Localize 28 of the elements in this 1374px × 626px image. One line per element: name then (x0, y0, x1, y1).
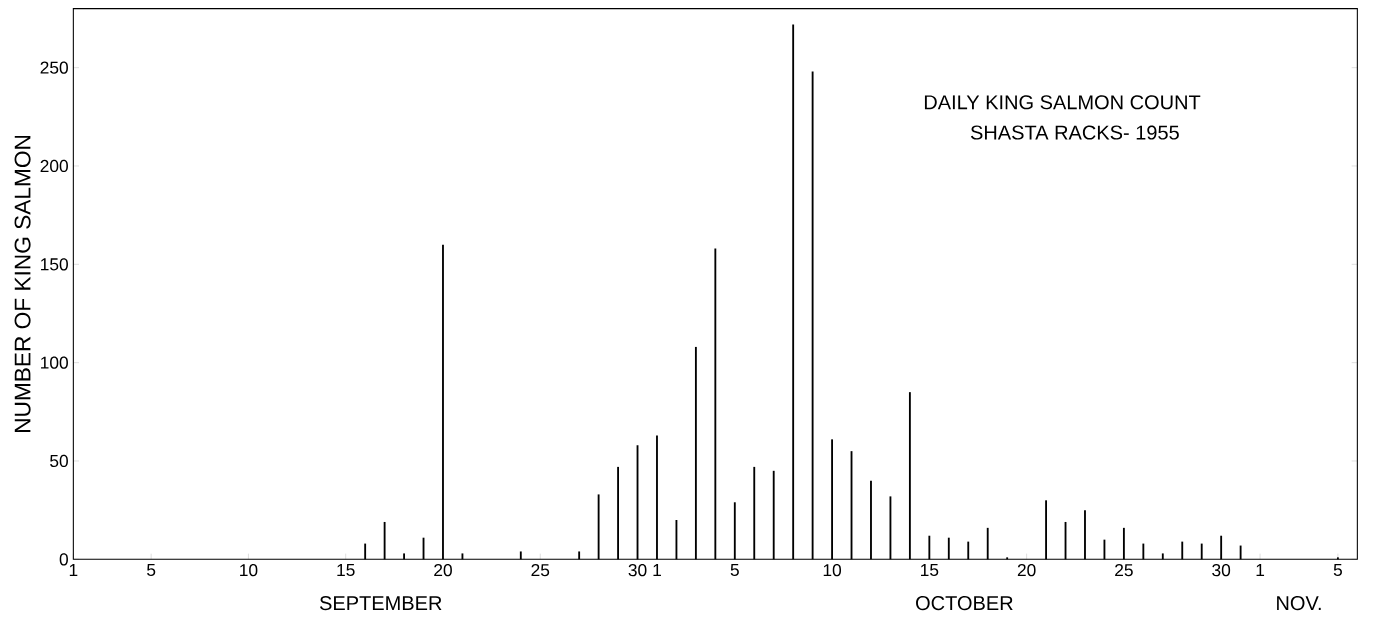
y-tick-label: 250 (40, 61, 68, 74)
x-tick-label: 20 (434, 564, 452, 577)
x-tick-label: 30 (1212, 564, 1231, 577)
y-axis-title: NUMBER OF KING SALMON (14, 135, 31, 432)
x-tick-label: 25 (1115, 564, 1133, 577)
x-tick-label: 15 (921, 564, 939, 577)
x-tick-label: 20 (1017, 564, 1036, 577)
y-tick-label: 0 (59, 553, 68, 566)
y-tick-label: 200 (40, 159, 68, 173)
x-tick-label: 25 (531, 564, 550, 577)
y-tick-label: 100 (41, 356, 68, 369)
x-tick-label: 5 (1333, 564, 1342, 577)
y-tick-label: 150 (41, 258, 68, 271)
x-tick-label: 30 (628, 564, 647, 577)
text: DAILY KING SALMON COUNT (924, 95, 1201, 110)
x-tick-label: 5 (147, 564, 156, 577)
text: SEPTEMBER (319, 596, 442, 611)
x-tick-label: 1 (1256, 564, 1265, 576)
text: NOV. (1277, 596, 1321, 611)
text: OCTOBER (916, 596, 1013, 611)
x-tick-label: 10 (240, 564, 258, 577)
x-tick-label: 10 (823, 564, 842, 577)
y-tick-label: 50 (50, 454, 68, 468)
text: SHASTA RACKS- 1955 (970, 125, 1179, 140)
x-tick-label: 1 (653, 564, 661, 576)
x-tick-label: 1 (69, 564, 78, 576)
x-tick-label: 15 (337, 564, 355, 577)
x-tick-label: 5 (730, 564, 739, 577)
